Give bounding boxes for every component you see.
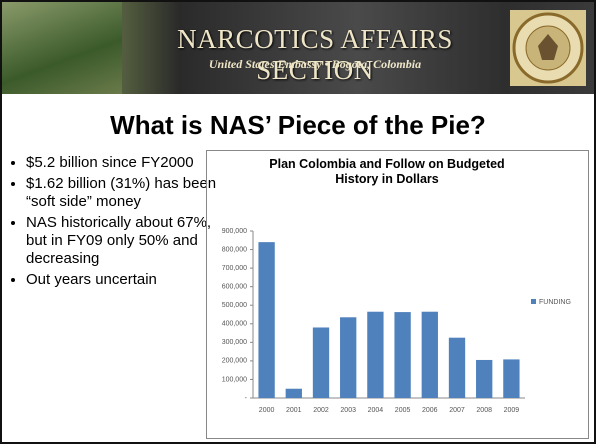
chart: - 100,000 200,000 300,000 400,000 500,000 600,…: [207, 151, 588, 438]
header-title: NARCOTICS AFFAIRS SECTION: [120, 24, 510, 86]
x-tick-label: 2008: [476, 407, 492, 414]
bullet-list: $5.2 billion since FY2000 $1.62 billion …: [8, 154, 222, 292]
bullet: NAS historically about 67%, but in FY09 …: [26, 214, 222, 268]
seal: [510, 10, 586, 86]
chart-box: - 100,000 200,000 300,000 400,000 500,000 600,…: [206, 150, 589, 439]
y-tick-label: 200,000: [222, 358, 247, 365]
bullet: Out years uncertain: [26, 271, 222, 289]
bar: [286, 389, 302, 398]
x-tick-label: 2007: [449, 407, 465, 414]
slide: NARCOTICS AFFAIRS SECTION United States …: [0, 0, 596, 444]
x-tick-label: 2006: [422, 407, 438, 414]
x-tick-label: 2002: [313, 407, 329, 414]
x-tick-label: 2009: [504, 407, 520, 414]
y-tick-label: 700,000: [222, 265, 247, 272]
bar: [313, 327, 329, 398]
header: NARCOTICS AFFAIRS SECTION United States …: [2, 2, 594, 94]
legend-swatch: [531, 299, 536, 304]
y-tick-label: 500,000: [222, 302, 247, 309]
bar: [367, 312, 383, 398]
x-tick-label: 2003: [340, 407, 356, 414]
bullet: $1.62 billion (31%) has been “soft side”…: [26, 175, 222, 211]
y-tick-label: -: [245, 395, 248, 402]
x-tick-label: 2001: [286, 407, 302, 414]
y-tick-label: 600,000: [222, 284, 247, 291]
y-tick-label: 100,000: [222, 376, 247, 383]
bar: [449, 338, 465, 398]
y-tick-label: 800,000: [222, 246, 247, 253]
bar: [503, 359, 519, 398]
header-photo: [2, 2, 122, 94]
bar: [422, 312, 438, 398]
legend-label: FUNDING: [539, 299, 571, 306]
bar: [394, 312, 410, 398]
header-subtitle: United States Embassy • Bogota, Colombia: [120, 57, 510, 72]
x-tick-label: 2004: [368, 407, 384, 414]
bar: [340, 317, 356, 398]
y-tick-label: 300,000: [222, 339, 247, 346]
bar: [476, 360, 492, 398]
x-tick-label: 2000: [259, 407, 275, 414]
x-tick-label: 2005: [395, 407, 411, 414]
slide-title: What is NAS’ Piece of the Pie?: [2, 110, 594, 141]
y-tick-label: 400,000: [222, 321, 247, 328]
y-tick-label: 900,000: [222, 228, 247, 235]
bullet: $5.2 billion since FY2000: [26, 154, 222, 172]
chart-title: Plan Colombia and Follow on Budgeted His…: [267, 157, 507, 187]
bar: [258, 242, 274, 398]
